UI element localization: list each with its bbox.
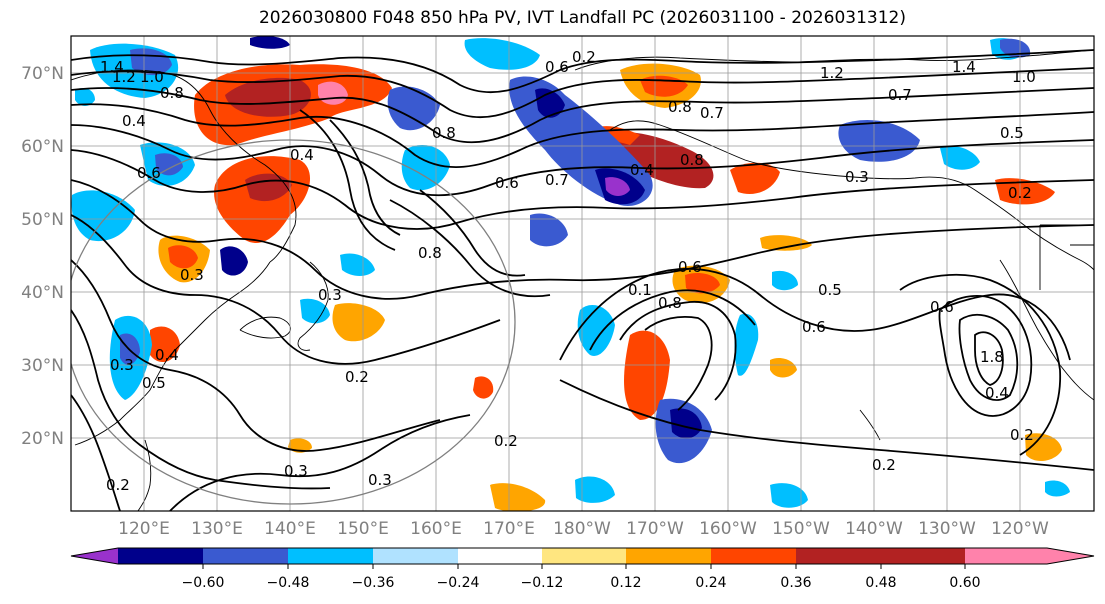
colorbar: −0.60 −0.48 −0.36 −0.24 −0.12 0.12 0.24 … — [70, 547, 1095, 591]
colorbar-swatch — [542, 548, 626, 564]
contour-label: 0.8 — [418, 244, 442, 262]
lon-label: 140°W — [845, 519, 903, 539]
contour-label: 0.2 — [572, 48, 596, 66]
lon-label: 150°E — [337, 519, 389, 539]
contour-label: 0.8 — [160, 84, 184, 102]
lat-label: 70°N — [21, 64, 64, 84]
contour-label: 0.5 — [818, 281, 842, 299]
contour-label: 0.6 — [137, 164, 161, 182]
contour-label-group: 1.4 1.2 1.0 0.8 0.4 0.6 0.3 0.5 0.4 0.3 … — [100, 48, 1036, 494]
contour-label: 0.5 — [142, 374, 166, 392]
colorbar-swatch — [796, 548, 881, 564]
contour-label: 1.4 — [100, 58, 124, 76]
contour-label: 0.7 — [888, 86, 912, 104]
contour-label: 1.2 — [112, 68, 136, 86]
lon-label: 130°W — [918, 519, 976, 539]
colorbar-ticks — [202, 564, 966, 569]
contour-label: 1.0 — [1012, 68, 1036, 86]
reference-circle — [71, 139, 516, 505]
colorbar-swatch — [203, 548, 288, 564]
contour-label: 1.2 — [820, 64, 844, 82]
colorbar-swatch — [711, 548, 796, 564]
longitude-labels: 120°E 130°E 140°E 150°E 160°E 170°E 180°… — [118, 519, 1049, 539]
contour-label: 0.2 — [1008, 184, 1032, 202]
colorbar-tick-label: 0.12 — [610, 575, 641, 591]
colorbar-swatch — [626, 548, 711, 564]
contour-label: 0.7 — [700, 104, 724, 122]
contour-label: 0.2 — [1010, 426, 1034, 444]
lon-label: 140°E — [264, 519, 316, 539]
colorbar-swatch — [373, 548, 458, 564]
contour-label: 1.4 — [952, 58, 976, 76]
colorbar-tick-label: −0.12 — [521, 575, 564, 591]
lat-label: 20°N — [21, 429, 64, 449]
contour-label: 0.6 — [545, 58, 569, 76]
contour-label: 0.3 — [318, 286, 342, 304]
contour-label: 0.6 — [678, 258, 702, 276]
colorbar-swatch — [118, 548, 203, 564]
colorbar-extend-max — [1047, 548, 1094, 564]
lon-label: 130°E — [191, 519, 243, 539]
contour-label: 0.2 — [106, 476, 130, 494]
contour-label: 0.4 — [290, 146, 314, 164]
contour-label: 0.3 — [110, 356, 134, 374]
map-border — [70, 35, 1095, 512]
lon-label: 120°W — [991, 519, 1049, 539]
contour-label: 0.2 — [494, 432, 518, 450]
colorbar-outline — [70, 547, 1095, 565]
contour-label: 0.6 — [802, 318, 826, 336]
graticule — [71, 36, 1094, 511]
contour-label: 0.5 — [1000, 124, 1024, 142]
map-title: 2026030800 F048 850 hPa PV, IVT Landfall… — [258, 8, 906, 28]
contour-label: 0.4 — [985, 384, 1009, 402]
colorbar-tick-label: −0.24 — [437, 575, 480, 591]
lon-label: 170°W — [626, 519, 684, 539]
contour-label: 0.2 — [345, 368, 369, 386]
lat-label: 60°N — [21, 137, 64, 157]
colorbar-tick-label: 0.48 — [865, 575, 896, 591]
contour-label: 0.4 — [122, 112, 146, 130]
contour-label: 0.8 — [432, 124, 456, 142]
lat-label: 30°N — [21, 356, 64, 376]
lon-label: 160°E — [410, 519, 462, 539]
colorbar-swatch — [881, 548, 965, 564]
colorbar-tick-label: 0.24 — [695, 575, 726, 591]
contour-label: 0.4 — [155, 346, 179, 364]
colorbar-swatch — [965, 548, 1047, 564]
lat-label: 50°N — [21, 210, 64, 230]
lon-label: 170°E — [483, 519, 535, 539]
colorbar-tick-label: −0.36 — [352, 575, 395, 591]
contour-label: 0.8 — [668, 98, 692, 116]
colorbar-swatch — [288, 548, 373, 564]
colorbar-tick-label: 0.60 — [949, 575, 980, 591]
lat-label: 40°N — [21, 283, 64, 303]
contour-label: 1.8 — [980, 348, 1004, 366]
lon-label: 180°W — [553, 519, 611, 539]
contour-label: 0.2 — [872, 456, 896, 474]
colorbar-tick-label: 0.36 — [780, 575, 811, 591]
contour-label: 0.3 — [845, 168, 869, 186]
contour-label: 0.3 — [368, 471, 392, 489]
pv-shading — [71, 36, 1070, 511]
lon-label: 150°W — [772, 519, 830, 539]
colorbar-tick-label: −0.60 — [182, 575, 225, 591]
contour-label: 0.8 — [680, 151, 704, 169]
contour-label: 0.3 — [284, 462, 308, 480]
contour-label: 0.8 — [658, 294, 682, 312]
lon-label: 120°E — [118, 519, 170, 539]
contour-label: 0.6 — [495, 174, 519, 192]
contour-label: 0.3 — [180, 266, 204, 284]
contour-label: 0.1 — [628, 281, 652, 299]
lon-label: 160°W — [699, 519, 757, 539]
colorbar-swatch — [458, 548, 542, 564]
latitude-labels: 70°N 60°N 50°N 40°N 30°N 20°N — [21, 64, 64, 449]
contour-label: 0.4 — [630, 161, 654, 179]
contour-label: 0.7 — [545, 171, 569, 189]
contour-label: 1.0 — [140, 68, 164, 86]
colorbar-extend-min — [71, 548, 118, 564]
contour-label: 0.6 — [930, 298, 954, 316]
ivt-contours — [71, 49, 1094, 511]
colorbar-tick-label: −0.48 — [267, 575, 310, 591]
